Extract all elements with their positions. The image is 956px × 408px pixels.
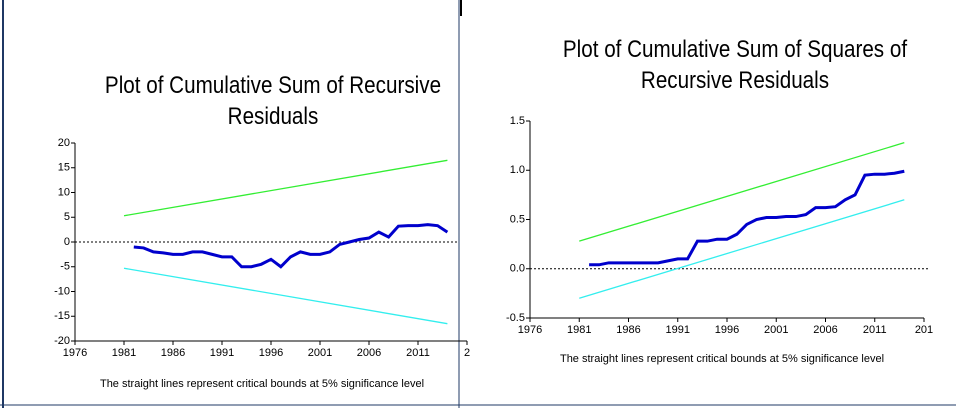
series-line	[589, 169, 905, 267]
x-tick-label: 2006	[813, 324, 837, 336]
x-tick-label: 1991	[666, 324, 690, 336]
y-tick-label: -5	[60, 261, 70, 273]
y-tick-label: 1.5	[510, 115, 525, 127]
x-tick-label: 2001	[308, 347, 332, 359]
x-tick-label: 1986	[616, 324, 640, 336]
x-tick-label: 2	[464, 347, 470, 359]
y-tick-label: -10	[54, 285, 70, 297]
y-tick-label: 0	[64, 236, 70, 248]
x-tick-label: 2011	[863, 324, 887, 336]
footnote: The straight lines represent critical bo…	[560, 353, 884, 365]
x-tick-label: 1981	[112, 347, 136, 359]
x-tick-label: 1981	[567, 324, 591, 336]
footnote: The straight lines represent critical bo…	[100, 378, 424, 390]
series-line	[579, 199, 905, 299]
y-tick-label: 15	[58, 162, 70, 174]
x-tick-label: 2011	[406, 347, 430, 359]
x-tick-label: 201	[915, 324, 933, 336]
series-line	[123, 159, 448, 217]
chart-title: Plot of Cumulative Sum of Squares of Rec…	[562, 36, 908, 94]
x-tick-label: 2001	[764, 324, 788, 336]
series-line	[123, 267, 448, 325]
series-line	[133, 223, 449, 269]
x-tick-label: 1976	[518, 324, 542, 336]
x-tick-label: 1986	[161, 347, 185, 359]
y-tick-label: -0.5	[506, 312, 525, 324]
y-tick-label: 1.0	[510, 164, 525, 176]
x-tick-label: 1996	[259, 347, 283, 359]
y-tick-label: -15	[54, 310, 70, 322]
x-tick-label: 1976	[63, 347, 87, 359]
y-tick-label: 10	[58, 186, 70, 198]
y-tick-label: 0.5	[510, 213, 525, 225]
x-tick-label: 1991	[210, 347, 234, 359]
y-tick-label: -20	[54, 335, 70, 347]
y-tick-label: 5	[64, 211, 70, 223]
x-tick-label: 2006	[357, 347, 381, 359]
y-tick-label: 20	[58, 137, 70, 149]
x-tick-label: 1996	[715, 324, 739, 336]
series-line	[579, 142, 905, 242]
chart-title: Plot of Cumulative Sum of Recursive Resi…	[104, 72, 442, 130]
y-tick-label: 0.0	[510, 263, 525, 275]
